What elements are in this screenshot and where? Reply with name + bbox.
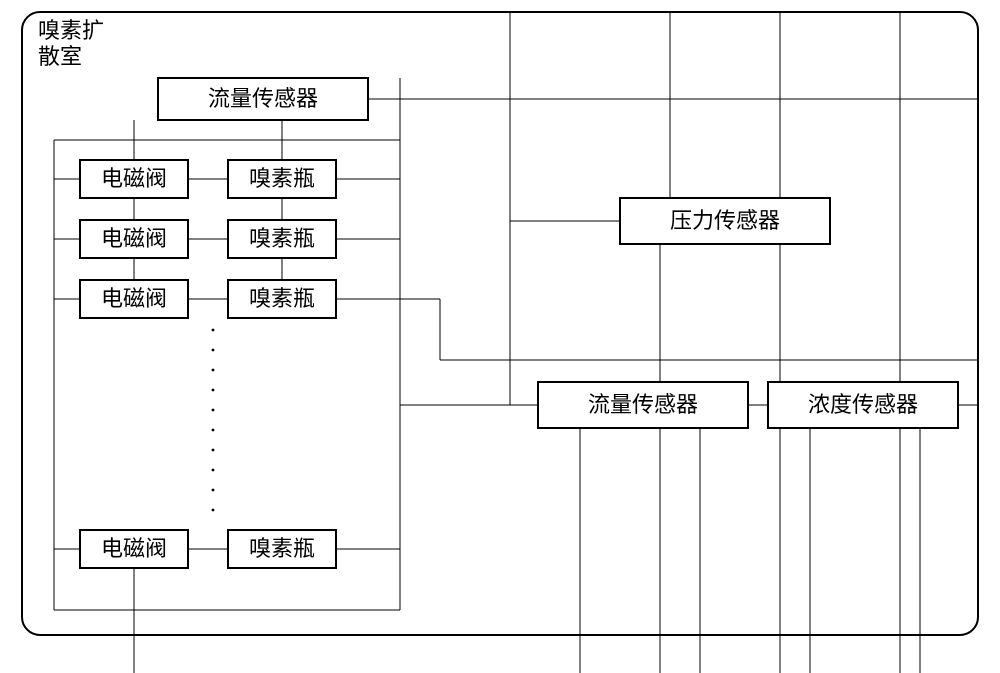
chamber-title-line1: 嗅素扩 [38, 18, 104, 43]
odorant-bottle-0-label: 嗅素瓶 [249, 166, 315, 191]
ellipsis-dot [212, 329, 215, 332]
ellipsis-dot [212, 429, 215, 432]
solenoid-valve-1-label: 电磁阀 [101, 226, 167, 251]
solenoid-valve-2-label: 电磁阀 [101, 286, 167, 311]
top-flow-sensor-label: 流量传感器 [208, 86, 318, 111]
ellipsis-dot [212, 389, 215, 392]
bottom-flow-sensor-label: 流量传感器 [588, 392, 698, 417]
solenoid-valve-3-label: 电磁阀 [101, 536, 167, 561]
odorant-bottle-2-label: 嗅素瓶 [249, 286, 315, 311]
pressure-sensor-label: 压力传感器 [670, 208, 780, 233]
ellipsis-dot [212, 369, 215, 372]
ellipsis-dot [212, 509, 215, 512]
ellipsis-dot [212, 469, 215, 472]
chamber-title-line2: 散室 [38, 44, 82, 69]
ellipsis-dot [212, 349, 215, 352]
concentration-sensor-label: 浓度传感器 [808, 392, 918, 417]
solenoid-valve-0-label: 电磁阀 [101, 166, 167, 191]
odorant-bottle-1-label: 嗅素瓶 [249, 226, 315, 251]
ellipsis-dot [212, 449, 215, 452]
odorant-bottle-3-label: 嗅素瓶 [249, 536, 315, 561]
ellipsis-dot [212, 489, 215, 492]
ellipsis-dot [212, 409, 215, 412]
